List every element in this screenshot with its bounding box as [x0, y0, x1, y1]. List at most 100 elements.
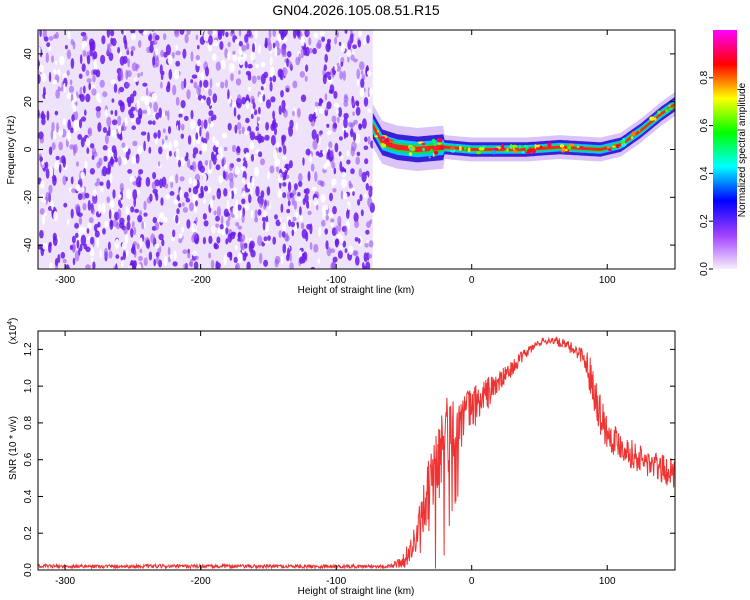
noise-speckle: [123, 226, 128, 235]
ridge-blob: [564, 149, 568, 152]
spectrogram-xlabel: Height of straight line (km): [298, 285, 415, 296]
colorbar-ticks: 0.0 0.2 0.4 0.6 0.8: [699, 70, 713, 276]
noise-speckle: [346, 149, 350, 157]
noise-speckle: [332, 188, 337, 193]
noise-speckle: [122, 251, 126, 260]
noise-speckle: [258, 45, 261, 54]
noise-speckle: [168, 141, 173, 152]
noise-speckle: [207, 167, 213, 174]
noise-speckle: [254, 217, 259, 223]
noise-speckle: [192, 134, 196, 146]
x-tick-label: -100: [326, 275, 346, 286]
noise-speckle: [300, 94, 307, 103]
noise-speckle: [255, 186, 260, 197]
noise-speckle: [108, 209, 112, 220]
noise-speckle: [352, 44, 357, 49]
noise-speckle: [145, 239, 151, 249]
noise-speckle: [248, 193, 252, 204]
noise-speckle: [117, 208, 122, 220]
noise-speckle: [70, 208, 74, 219]
noise-speckle: [152, 56, 156, 66]
noise-speckle: [219, 41, 224, 50]
noise-speckle: [159, 212, 165, 223]
noise-speckle: [188, 202, 194, 212]
noise-speckle: [356, 68, 361, 80]
noise-speckle: [102, 127, 107, 133]
ridge-blob: [493, 147, 499, 151]
noise-speckle: [139, 210, 143, 216]
noise-speckle: [103, 155, 108, 162]
noise-speckle: [288, 126, 293, 137]
noise-speckle: [138, 39, 142, 48]
noise-speckle: [153, 132, 158, 139]
colorbar-tick-label: 0.2: [699, 214, 710, 228]
noise-speckle: [143, 95, 150, 106]
noise-speckle: [114, 129, 117, 139]
y-tick-label: 0.8: [23, 416, 34, 430]
noise-speckle: [262, 94, 266, 102]
noise-speckle: [257, 133, 263, 144]
noise-speckle: [187, 252, 191, 259]
noise-speckle: [346, 159, 351, 165]
noise-speckle: [309, 153, 312, 163]
noise-speckle: [185, 197, 191, 203]
noise-speckle: [278, 105, 282, 115]
noise-speckle: [247, 63, 253, 69]
noise-speckle: [107, 43, 112, 48]
noise-speckle: [123, 34, 127, 45]
noise-speckle: [206, 96, 211, 106]
ridge-blob: [638, 129, 641, 132]
noise-speckle: [360, 209, 364, 217]
noise-speckle: [91, 147, 96, 156]
noise-speckle: [52, 79, 58, 85]
noise-speckle: [302, 198, 306, 206]
noise-speckle: [229, 31, 235, 37]
ridge-blob: [467, 147, 471, 153]
noise-speckle: [100, 54, 106, 65]
noise-speckle: [312, 47, 317, 55]
noise-speckle: [369, 87, 373, 96]
noise-speckle: [117, 46, 121, 54]
noise-speckle: [143, 212, 148, 217]
noise-speckle: [263, 71, 269, 79]
noise-speckle: [80, 116, 87, 122]
noise-speckle: [328, 141, 333, 149]
noise-speckle: [253, 109, 258, 116]
noise-speckle: [85, 93, 91, 103]
noise-speckle: [163, 33, 167, 41]
noise-speckle: [48, 36, 54, 41]
noise-speckle: [145, 87, 149, 98]
noise-speckle: [260, 158, 265, 166]
noise-speckle: [181, 226, 184, 233]
noise-speckle: [73, 93, 77, 103]
noise-speckle: [272, 236, 277, 245]
noise-speckle: [117, 115, 122, 127]
noise-speckle: [360, 78, 365, 89]
noise-speckle: [193, 193, 197, 201]
noise-speckle: [158, 107, 162, 119]
noise-speckle: [139, 248, 143, 254]
noise-speckle: [250, 209, 254, 219]
colorbar-tick-label: 0.6: [699, 118, 710, 132]
ridge-blob: [665, 108, 669, 113]
noise-speckle: [49, 166, 54, 178]
ridge-blob: [476, 151, 482, 155]
noise-speckle: [130, 30, 136, 34]
noise-speckle: [263, 259, 269, 267]
noise-speckle: [250, 113, 254, 119]
noise-speckle: [338, 222, 342, 232]
noise-speckle: [153, 101, 159, 113]
noise-speckle: [147, 105, 151, 116]
noise-speckle: [132, 90, 137, 97]
noise-speckle: [193, 81, 198, 89]
noise-speckle: [260, 61, 266, 68]
noise-speckle: [138, 255, 143, 262]
noise-speckle: [197, 45, 200, 50]
noise-speckle: [289, 262, 294, 269]
noise-speckle: [236, 145, 240, 151]
noise-speckle: [284, 169, 287, 178]
noise-speckle: [332, 256, 338, 263]
noise-speckle: [51, 121, 55, 132]
noise-speckle: [363, 252, 368, 263]
